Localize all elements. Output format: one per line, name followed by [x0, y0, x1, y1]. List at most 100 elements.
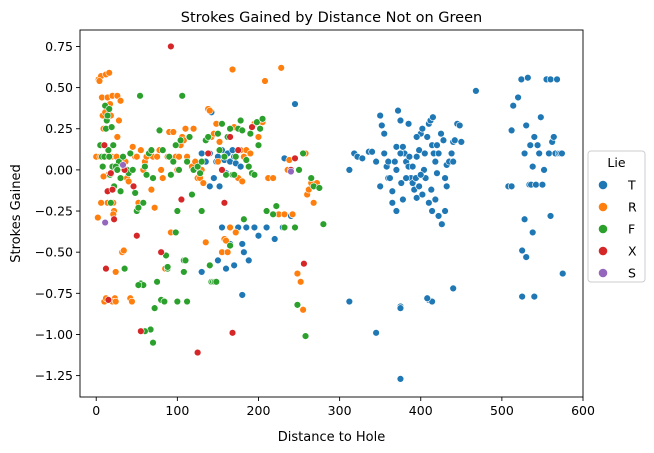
data-point-x [137, 327, 145, 335]
data-point-t [447, 149, 456, 158]
data-point-f [142, 171, 151, 179]
data-point-r [120, 246, 128, 255]
data-point-f [131, 189, 139, 197]
data-point-t [520, 149, 529, 158]
data-point-r [226, 223, 234, 232]
data-point-t [376, 182, 384, 191]
data-point-t [368, 148, 376, 156]
data-point-t [384, 157, 392, 166]
data-point-f [232, 153, 240, 161]
data-point-f [136, 92, 144, 100]
data-point-t [376, 111, 384, 120]
data-point-r [280, 210, 289, 219]
x-tick-label: 400 [409, 403, 433, 418]
data-point-t [242, 223, 251, 232]
y-tick-label: 0.25 [45, 121, 73, 136]
data-point-r [175, 153, 183, 161]
data-point-f [220, 153, 229, 161]
data-point-t [412, 133, 421, 141]
data-point-r [288, 210, 297, 219]
data-point-t [559, 269, 567, 278]
data-point-t [438, 220, 446, 228]
data-point-t [358, 154, 367, 163]
data-points [92, 42, 567, 383]
data-point-x [133, 232, 141, 240]
data-point-t [472, 87, 480, 95]
data-point-r [269, 174, 277, 182]
legend-label-x: X [628, 244, 637, 259]
data-point-r [206, 106, 214, 115]
data-point-t [372, 329, 380, 337]
x-tick-label: 200 [247, 403, 271, 418]
data-point-t [449, 284, 457, 293]
data-point-t [210, 174, 218, 182]
data-point-t [457, 138, 466, 146]
data-point-x [104, 296, 113, 304]
data-point-r [228, 65, 237, 74]
data-point-t [455, 121, 464, 130]
data-point-t [522, 253, 530, 261]
data-point-x [108, 185, 117, 194]
data-point-f [172, 141, 180, 149]
data-point-r [232, 228, 240, 237]
data-point-t [535, 149, 543, 158]
data-point-r [157, 166, 165, 174]
data-point-t [291, 100, 299, 108]
data-point-f [119, 153, 127, 161]
data-point-r [128, 297, 136, 306]
data-point-r [113, 133, 122, 141]
data-point-x [300, 259, 308, 268]
data-point-t [537, 113, 545, 121]
data-point-f [176, 136, 185, 144]
data-point-t [404, 120, 413, 128]
data-point-r [116, 97, 125, 105]
x-tick-label: 100 [165, 403, 189, 418]
data-point-f [172, 228, 180, 237]
data-point-f [250, 171, 259, 179]
data-point-f [256, 125, 264, 133]
data-point-t [254, 232, 263, 240]
data-point-t [396, 304, 405, 312]
data-point-f [295, 166, 303, 174]
data-point-r [99, 172, 108, 181]
data-point-t [394, 106, 402, 115]
data-point-f [103, 111, 112, 120]
data-point-f [109, 141, 117, 149]
data-point-r [277, 64, 285, 72]
data-point-t [423, 133, 431, 141]
data-point-f [107, 199, 115, 207]
data-point-r [150, 204, 159, 212]
data-point-r [147, 185, 156, 194]
data-point-f [116, 187, 125, 195]
data-point-r [238, 177, 246, 186]
data-point-t [423, 294, 431, 302]
data-point-x [226, 133, 234, 141]
data-point-t [197, 149, 206, 158]
data-point-t [441, 174, 449, 182]
data-point-f [153, 278, 161, 286]
data-point-r [222, 236, 230, 245]
data-point-t [433, 141, 441, 149]
data-point-t [392, 143, 401, 151]
data-point-t [391, 157, 399, 166]
data-point-f [258, 115, 267, 123]
data-point-f [105, 153, 113, 161]
data-point-x [220, 199, 229, 207]
data-point-f [193, 162, 202, 171]
data-point-r [189, 125, 198, 133]
data-point-f [175, 166, 183, 174]
data-point-f [129, 166, 137, 174]
data-point-f [113, 166, 122, 174]
data-point-f [107, 123, 116, 131]
data-point-t [546, 212, 555, 220]
data-point-t [546, 75, 555, 84]
data-point-t [405, 153, 414, 161]
data-point-f [126, 149, 135, 158]
data-point-t [396, 149, 405, 158]
data-point-r [293, 269, 302, 278]
data-point-f [254, 141, 263, 149]
data-point-f [196, 169, 204, 177]
data-point-t [449, 157, 457, 166]
